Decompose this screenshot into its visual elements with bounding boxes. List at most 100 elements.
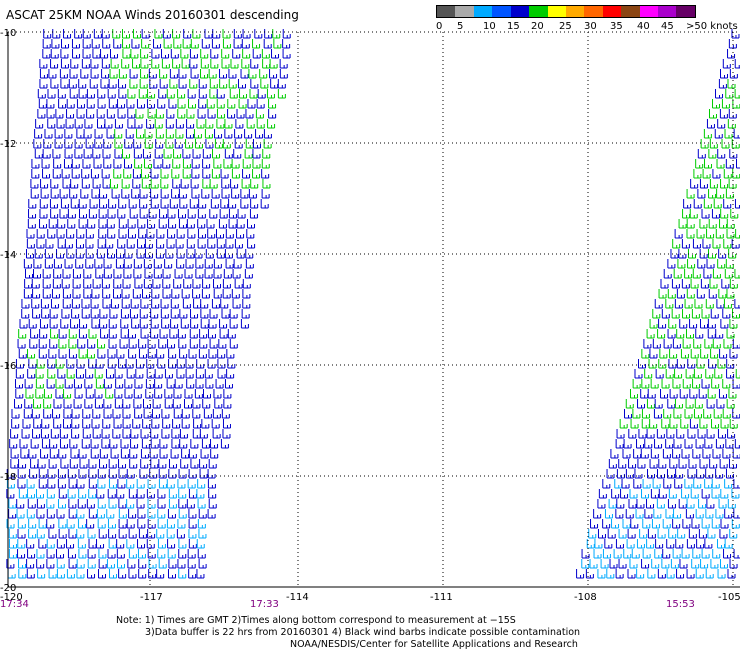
wind-barb xyxy=(113,269,122,279)
wind-barb xyxy=(704,159,713,169)
wind-barb xyxy=(117,99,126,109)
wind-barb xyxy=(139,199,148,209)
wind-barb xyxy=(85,139,94,149)
wind-barb xyxy=(28,209,37,219)
scale-swatch xyxy=(492,6,511,17)
wind-barb xyxy=(90,299,99,309)
wind-barb xyxy=(665,509,674,519)
wind-barb xyxy=(41,439,50,449)
wind-barb xyxy=(88,489,97,499)
wind-barb xyxy=(627,569,636,579)
wind-barb xyxy=(166,379,175,389)
wind-barb xyxy=(113,159,122,169)
wind-barb xyxy=(64,379,73,389)
wind-barb xyxy=(43,29,52,39)
wind-barb xyxy=(716,399,725,409)
wind-barb xyxy=(74,139,83,149)
wind-barb xyxy=(185,259,194,269)
wind-barb xyxy=(163,149,172,159)
wind-barb xyxy=(219,329,228,339)
wind-barb xyxy=(129,459,138,469)
wind-barb xyxy=(191,169,200,179)
wind-barb xyxy=(28,319,37,329)
wind-barb xyxy=(38,99,47,109)
wind-barb xyxy=(168,99,177,109)
wind-barb xyxy=(169,199,178,209)
wind-barb xyxy=(189,79,198,89)
wind-barb xyxy=(187,549,196,559)
wind-barb xyxy=(220,439,229,449)
wind-barb xyxy=(657,529,666,539)
wind-barb xyxy=(101,59,110,69)
wind-barb xyxy=(132,419,141,429)
wind-barb xyxy=(60,319,69,329)
wind-barb xyxy=(138,339,147,349)
wind-barb xyxy=(636,439,645,449)
wind-barb xyxy=(729,149,738,159)
wind-barb xyxy=(91,289,100,299)
lon-label: -108 xyxy=(574,592,597,603)
wind-barb xyxy=(34,149,43,159)
wind-barb xyxy=(26,569,35,579)
wind-barb xyxy=(114,389,123,399)
wind-barb xyxy=(673,509,682,519)
wind-barb xyxy=(192,149,201,159)
wind-barb xyxy=(646,329,655,339)
wind-barb xyxy=(48,69,57,79)
wind-barb xyxy=(700,279,709,289)
wind-barb xyxy=(160,179,169,189)
wind-barb xyxy=(110,299,119,309)
wind-barb xyxy=(62,269,71,279)
wind-barb xyxy=(191,159,200,169)
wind-barb xyxy=(722,449,731,459)
wind-barb xyxy=(154,379,163,389)
wind-barb xyxy=(132,29,141,39)
wind-barb xyxy=(252,39,261,49)
wind-speed-color-scale xyxy=(436,5,696,18)
wind-barb xyxy=(162,29,171,39)
wind-barb xyxy=(209,89,218,99)
wind-barb xyxy=(46,109,55,119)
wind-barb xyxy=(634,469,643,479)
wind-barb xyxy=(693,479,702,489)
wind-barb xyxy=(696,289,705,299)
wind-barb xyxy=(268,109,277,119)
wind-barb xyxy=(213,279,222,289)
wind-barb xyxy=(114,139,123,149)
wind-barb xyxy=(720,69,729,79)
wind-barb xyxy=(42,289,51,299)
wind-barb xyxy=(207,469,216,479)
wind-barb xyxy=(207,359,216,369)
wind-barb xyxy=(638,359,646,369)
wind-barb xyxy=(100,79,109,89)
wind-barb xyxy=(212,29,221,39)
wind-barb xyxy=(696,539,705,549)
wind-barb xyxy=(23,289,32,299)
wind-barb xyxy=(185,369,194,379)
wind-barb xyxy=(723,549,732,559)
wind-barb xyxy=(82,49,91,59)
wind-barb xyxy=(103,139,112,149)
wind-barb xyxy=(695,569,704,579)
wind-barb xyxy=(93,159,102,169)
wind-barb xyxy=(198,89,207,99)
wind-barb xyxy=(178,339,187,349)
wind-barb xyxy=(712,549,721,559)
wind-barb xyxy=(170,299,179,309)
wind-barb xyxy=(647,469,656,479)
wind-barb xyxy=(87,339,96,349)
wind-barb xyxy=(703,269,712,279)
wind-barb xyxy=(171,439,180,449)
wind-barb xyxy=(705,469,714,479)
wind-barb xyxy=(102,179,111,189)
wind-barb xyxy=(154,29,163,39)
wind-barb xyxy=(129,309,138,319)
wind-barb xyxy=(713,409,722,419)
wind-barb xyxy=(107,89,116,99)
wind-barb xyxy=(632,379,641,389)
wind-barb xyxy=(190,69,199,79)
wind-barb xyxy=(708,109,717,119)
wind-barb xyxy=(686,229,695,239)
wind-barb xyxy=(155,249,164,259)
wind-barb xyxy=(692,269,701,279)
